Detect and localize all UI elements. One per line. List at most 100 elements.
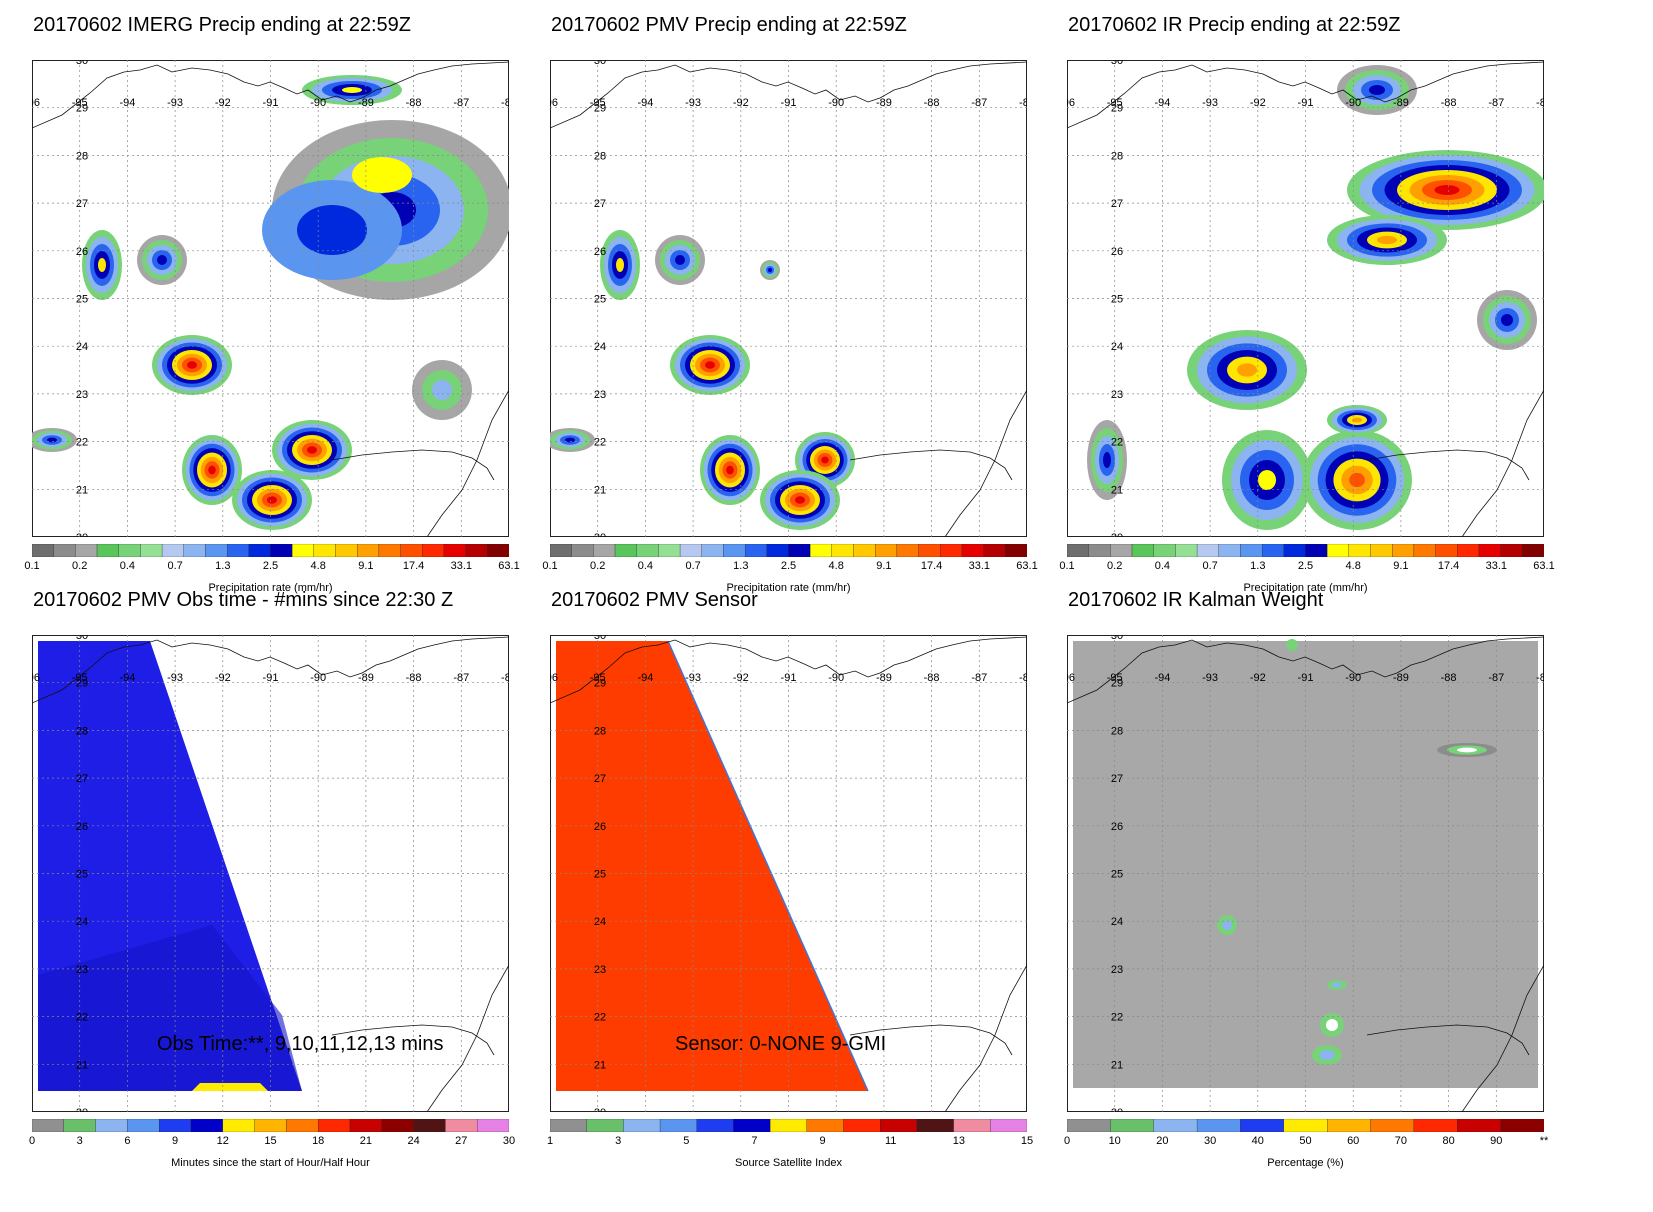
colorbar-swatch (659, 1118, 697, 1133)
colorbar-tick: 24 (407, 1135, 420, 1147)
lat-label: 20 (76, 1107, 88, 1112)
colorbar-swatch (465, 543, 488, 558)
colorbar-tick: 7 (751, 1135, 758, 1147)
lon-lat-labels: -96 -95 -94 -93 -92 -91 -90 -89 -88 -87 -86 30 29 28 2… (542, 55, 1035, 544)
colorbar-swatch (940, 543, 963, 558)
colorbar-tick: 30 (1203, 1135, 1217, 1147)
colorbar-swatch (843, 1118, 881, 1133)
colorbar-tick: 15 (264, 1135, 277, 1147)
colorbar-tick: 63.1 (498, 560, 520, 572)
lon-label: -91 (781, 672, 797, 684)
lon-lat-labels: -96 -95 -94 -93 -92 -91 -90 -89 -88 -87 -86 30 29 28 2… (24, 630, 517, 1119)
colorbar-swatch (254, 1118, 287, 1133)
lon-label: -91 (263, 672, 279, 684)
lon-label: -87 (971, 97, 987, 109)
colorbar-swatch (487, 543, 510, 558)
colorbar-swatch (161, 543, 184, 558)
coastline (549, 61, 1028, 538)
colorbar-swatch (1110, 543, 1133, 558)
lon-label: -89 (876, 672, 892, 684)
colorbar-swatch (679, 543, 702, 558)
colorbar-tick: 18 (312, 1135, 325, 1147)
colorbar-swatch (183, 543, 206, 558)
colorbar-tick: 0.7 (1202, 560, 1218, 572)
colorbar-swatch (636, 543, 659, 558)
panel-5: 20170602 PMV Sensor -96 -95 -94 -93 -92 -91 -90… (518, 575, 1058, 1175)
colorbar-swatch (853, 543, 876, 558)
colorbar-swatch (127, 1118, 160, 1133)
colorbar-tick: 30 (502, 1135, 516, 1147)
colorbar-swatch (1240, 1118, 1284, 1133)
colorbar-tick: 33.1 (450, 560, 473, 572)
colorbar-label: Minutes since the start of Hour/Half Hou… (171, 1157, 370, 1169)
coastline (1066, 636, 1545, 1113)
lon-label: -95 (72, 672, 88, 684)
lat-label: 23 (1111, 964, 1123, 976)
colorbar-swatch (961, 543, 984, 558)
colorbar-ticks: 0 3 6 9 12 15 18 21 24 27 30 (28, 1135, 515, 1151)
colorbar-swatch (658, 543, 681, 558)
colorbar-swatch (31, 1118, 64, 1133)
lat-label: 20 (1111, 1107, 1123, 1112)
colorbar-swatch (1413, 1118, 1458, 1133)
lat-label: 21 (594, 1059, 606, 1071)
lat-label: 25 (76, 294, 88, 306)
panel-title: 20170602 PMV Sensor (551, 589, 758, 611)
colorbar-tick: 1.3 (733, 560, 749, 572)
lon-label: -89 (1393, 672, 1409, 684)
lon-label: -87 (1488, 672, 1504, 684)
lon-label: -88 (406, 672, 422, 684)
colorbar-tick: 0.4 (637, 560, 654, 572)
colorbar-tick: 17.4 (1437, 560, 1460, 572)
colorbar-swatch (1066, 1118, 1111, 1133)
colorbar-swatch (95, 1118, 128, 1133)
colorbar-swatch (810, 543, 833, 558)
lat-label: 28 (76, 725, 88, 737)
colorbar-swatch (53, 543, 76, 558)
lat-label: 27 (76, 198, 88, 210)
colorbar-swatch (477, 1118, 510, 1133)
colorbar-swatch (1478, 543, 1501, 558)
map: -96 -95 -94 -93 -92 -91 -90 -89 -88 -87 -86 30 29 28 2… (1059, 55, 1552, 544)
lon-label: -96 (550, 97, 558, 109)
lat-label: 21 (594, 484, 606, 496)
lon-label: -91 (781, 97, 797, 109)
lat-label: 22 (1111, 437, 1123, 449)
lon-label: -88 (924, 97, 940, 109)
panel-title: 20170602 PMV Precip ending at 22:59Z (551, 14, 907, 36)
lon-label: -95 (1107, 672, 1123, 684)
colorbar-swatch (788, 543, 811, 558)
lon-label: -95 (72, 97, 88, 109)
colorbar-tick: 15 (1020, 1135, 1034, 1147)
colorbar-swatch (593, 543, 616, 558)
colorbar-tick: 0 (1063, 1135, 1071, 1147)
colorbar-swatch (190, 1118, 223, 1133)
lon-label: -93 (167, 97, 183, 109)
lon-label: -91 (1298, 97, 1314, 109)
lon-label: -93 (1202, 672, 1218, 684)
colorbar-swatch (1305, 543, 1328, 558)
colorbar (31, 1118, 510, 1133)
lon-lat-labels: -96 -95 -94 -93 -92 -91 -90 -89 -88 -87 -86 30 29 28 2… (24, 55, 517, 544)
colorbar-swatch (1370, 543, 1393, 558)
colorbar-tick: 21 (359, 1135, 373, 1147)
lat-label: 28 (76, 150, 88, 162)
panel-3: 20170602 IR Precip ending at 22:59Z-96-9… (1035, 0, 1575, 600)
colorbar-swatch (733, 1118, 771, 1133)
colorbar-tick: 0 (28, 1135, 36, 1147)
colorbar-swatch (953, 1118, 991, 1133)
map-annotation: Sensor: 0-NONE 9-GMI (675, 1033, 886, 1055)
colorbar-swatch (880, 1118, 918, 1133)
colorbar-tick: 17.4 (920, 560, 943, 572)
colorbar-swatch (614, 543, 637, 558)
colorbar-tick: 20 (1156, 1135, 1169, 1147)
lon-label: -89 (1393, 97, 1409, 109)
colorbar-tick: 12 (216, 1135, 229, 1147)
colorbar-label: Source Satellite Index (734, 1157, 842, 1169)
colorbar-tick: ** (1539, 1135, 1549, 1147)
colorbar-swatch (1175, 543, 1198, 558)
colorbar-tick: 4.8 (1345, 560, 1361, 572)
map: -96 -95 -94 -93 -92 -91 -90 -89 -88 -87 -86 30 29 28 2… (542, 630, 1035, 1119)
colorbar-tick: 5 (683, 1135, 690, 1147)
lat-label: 24 (1111, 916, 1123, 928)
